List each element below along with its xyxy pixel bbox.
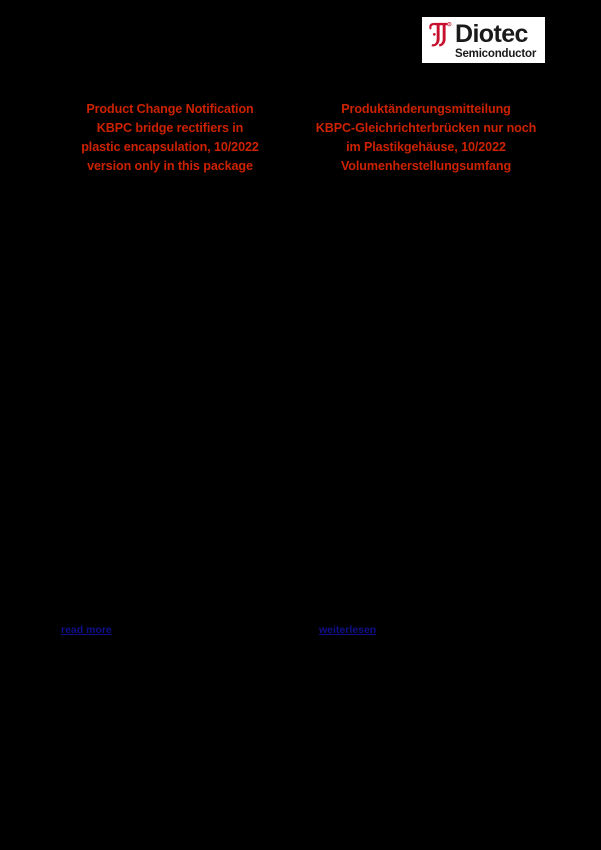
read-more-link-german[interactable]: weiterlesen	[319, 624, 377, 636]
headline-english: Product Change Notification KBPC bridge …	[81, 102, 259, 173]
diotec-monogram-icon: R	[428, 21, 452, 48]
svg-text:R: R	[448, 22, 450, 26]
column-german: Produktänderungsmitteilung KBPC-Gleichri…	[308, 100, 544, 176]
logo-top-row: R Diotec	[428, 21, 545, 48]
read-more-link-english[interactable]: read more	[61, 624, 112, 636]
diotec-logo: R Diotec Semiconductor	[422, 17, 545, 63]
headline-german: Produktänderungsmitteilung KBPC-Gleichri…	[315, 102, 537, 173]
logo-subtitle: Semiconductor	[455, 47, 537, 60]
column-english: Product Change Notification KBPC bridge …	[52, 100, 288, 176]
logo-wordmark: Diotec	[455, 19, 528, 48]
